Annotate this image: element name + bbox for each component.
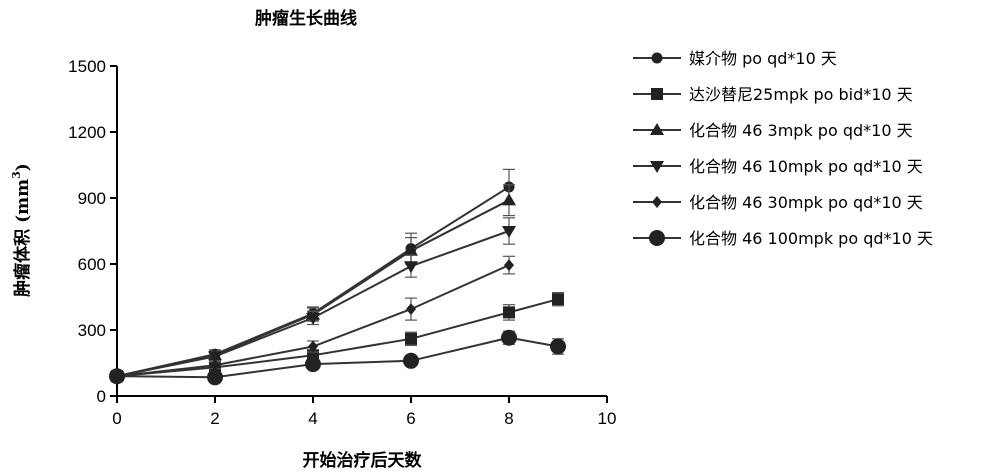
data-point (305, 356, 321, 373)
legend-marker (649, 230, 665, 246)
x-tick-label: 8 (504, 409, 513, 428)
data-point (502, 226, 516, 238)
data-point (503, 306, 515, 319)
legend-marker (650, 161, 664, 173)
x-axis-label: 开始治疗后天数 (303, 450, 423, 471)
data-point (404, 243, 418, 256)
legend-item: 化合物 46 3mpk po qd*10 天 (633, 121, 913, 140)
data-point (210, 359, 220, 372)
x-tick-label: 10 (598, 409, 617, 428)
y-axis-label-suffix: ) (13, 163, 33, 171)
legend-item: 达沙替尼25mpk po bid*10 天 (633, 85, 913, 104)
data-point (207, 369, 223, 386)
y-tick-label: 600 (78, 255, 106, 274)
legend-item: 化合物 46 10mpk po qd*10 天 (633, 157, 923, 176)
y-axis-title: 肿瘤体积 (mm3) (10, 163, 33, 297)
data-point (405, 332, 417, 345)
data-point (306, 312, 320, 325)
legend-marker (651, 88, 663, 100)
legend-label: 化合物 46 100mpk po qd*10 天 (689, 229, 933, 248)
data-point (404, 261, 418, 274)
data-point (406, 303, 416, 316)
y-axis-label: 肿瘤体积 (mm3) (10, 163, 33, 297)
chart-title: 肿瘤生长曲线 (255, 8, 357, 29)
data-point (502, 193, 516, 206)
legend-marker (652, 196, 662, 208)
axes: 0 300 600 900 1200 1500 0 2 4 6 8 10 (68, 57, 616, 428)
data-point (504, 259, 514, 272)
data-point (550, 338, 566, 355)
y-axis-label-main: 肿瘤体积 (mm (12, 179, 33, 297)
legend-label: 媒介物 po qd*10 天 (689, 49, 837, 68)
data-point (308, 340, 318, 353)
y-axis-label-superscript: 3 (10, 171, 23, 179)
y-tick-label: 0 (97, 387, 106, 406)
x-tick-label: 4 (308, 409, 317, 428)
legend-label: 化合物 46 30mpk po qd*10 天 (689, 193, 923, 212)
series-line (116, 298, 559, 378)
series-line (116, 336, 559, 379)
x-tick-label: 2 (210, 409, 219, 428)
legend-label: 化合物 46 10mpk po qd*10 天 (689, 157, 923, 176)
legend-item: 化合物 46 30mpk po qd*10 天 (633, 193, 923, 212)
x-tick-label: 0 (112, 409, 121, 428)
data-point (403, 352, 419, 369)
y-tick-label: 900 (78, 189, 106, 208)
y-tick-label: 1500 (68, 57, 106, 76)
y-tick-label: 300 (78, 321, 106, 340)
legend-marker (650, 123, 664, 135)
data-point (109, 368, 125, 385)
legend-label: 达沙替尼25mpk po bid*10 天 (689, 85, 913, 104)
series-6 (109, 329, 566, 386)
legend-marker (651, 52, 663, 64)
legend-label: 化合物 46 3mpk po qd*10 天 (689, 121, 913, 140)
data-point (208, 351, 222, 364)
legend-item: 化合物 46 100mpk po qd*10 天 (633, 229, 933, 248)
y-tick-label: 1200 (68, 123, 106, 142)
x-tick-label: 6 (406, 409, 415, 428)
data-point (552, 293, 564, 306)
series-layer (109, 168, 566, 386)
data-point (501, 329, 517, 346)
legend-item: 媒介物 po qd*10 天 (633, 49, 837, 68)
